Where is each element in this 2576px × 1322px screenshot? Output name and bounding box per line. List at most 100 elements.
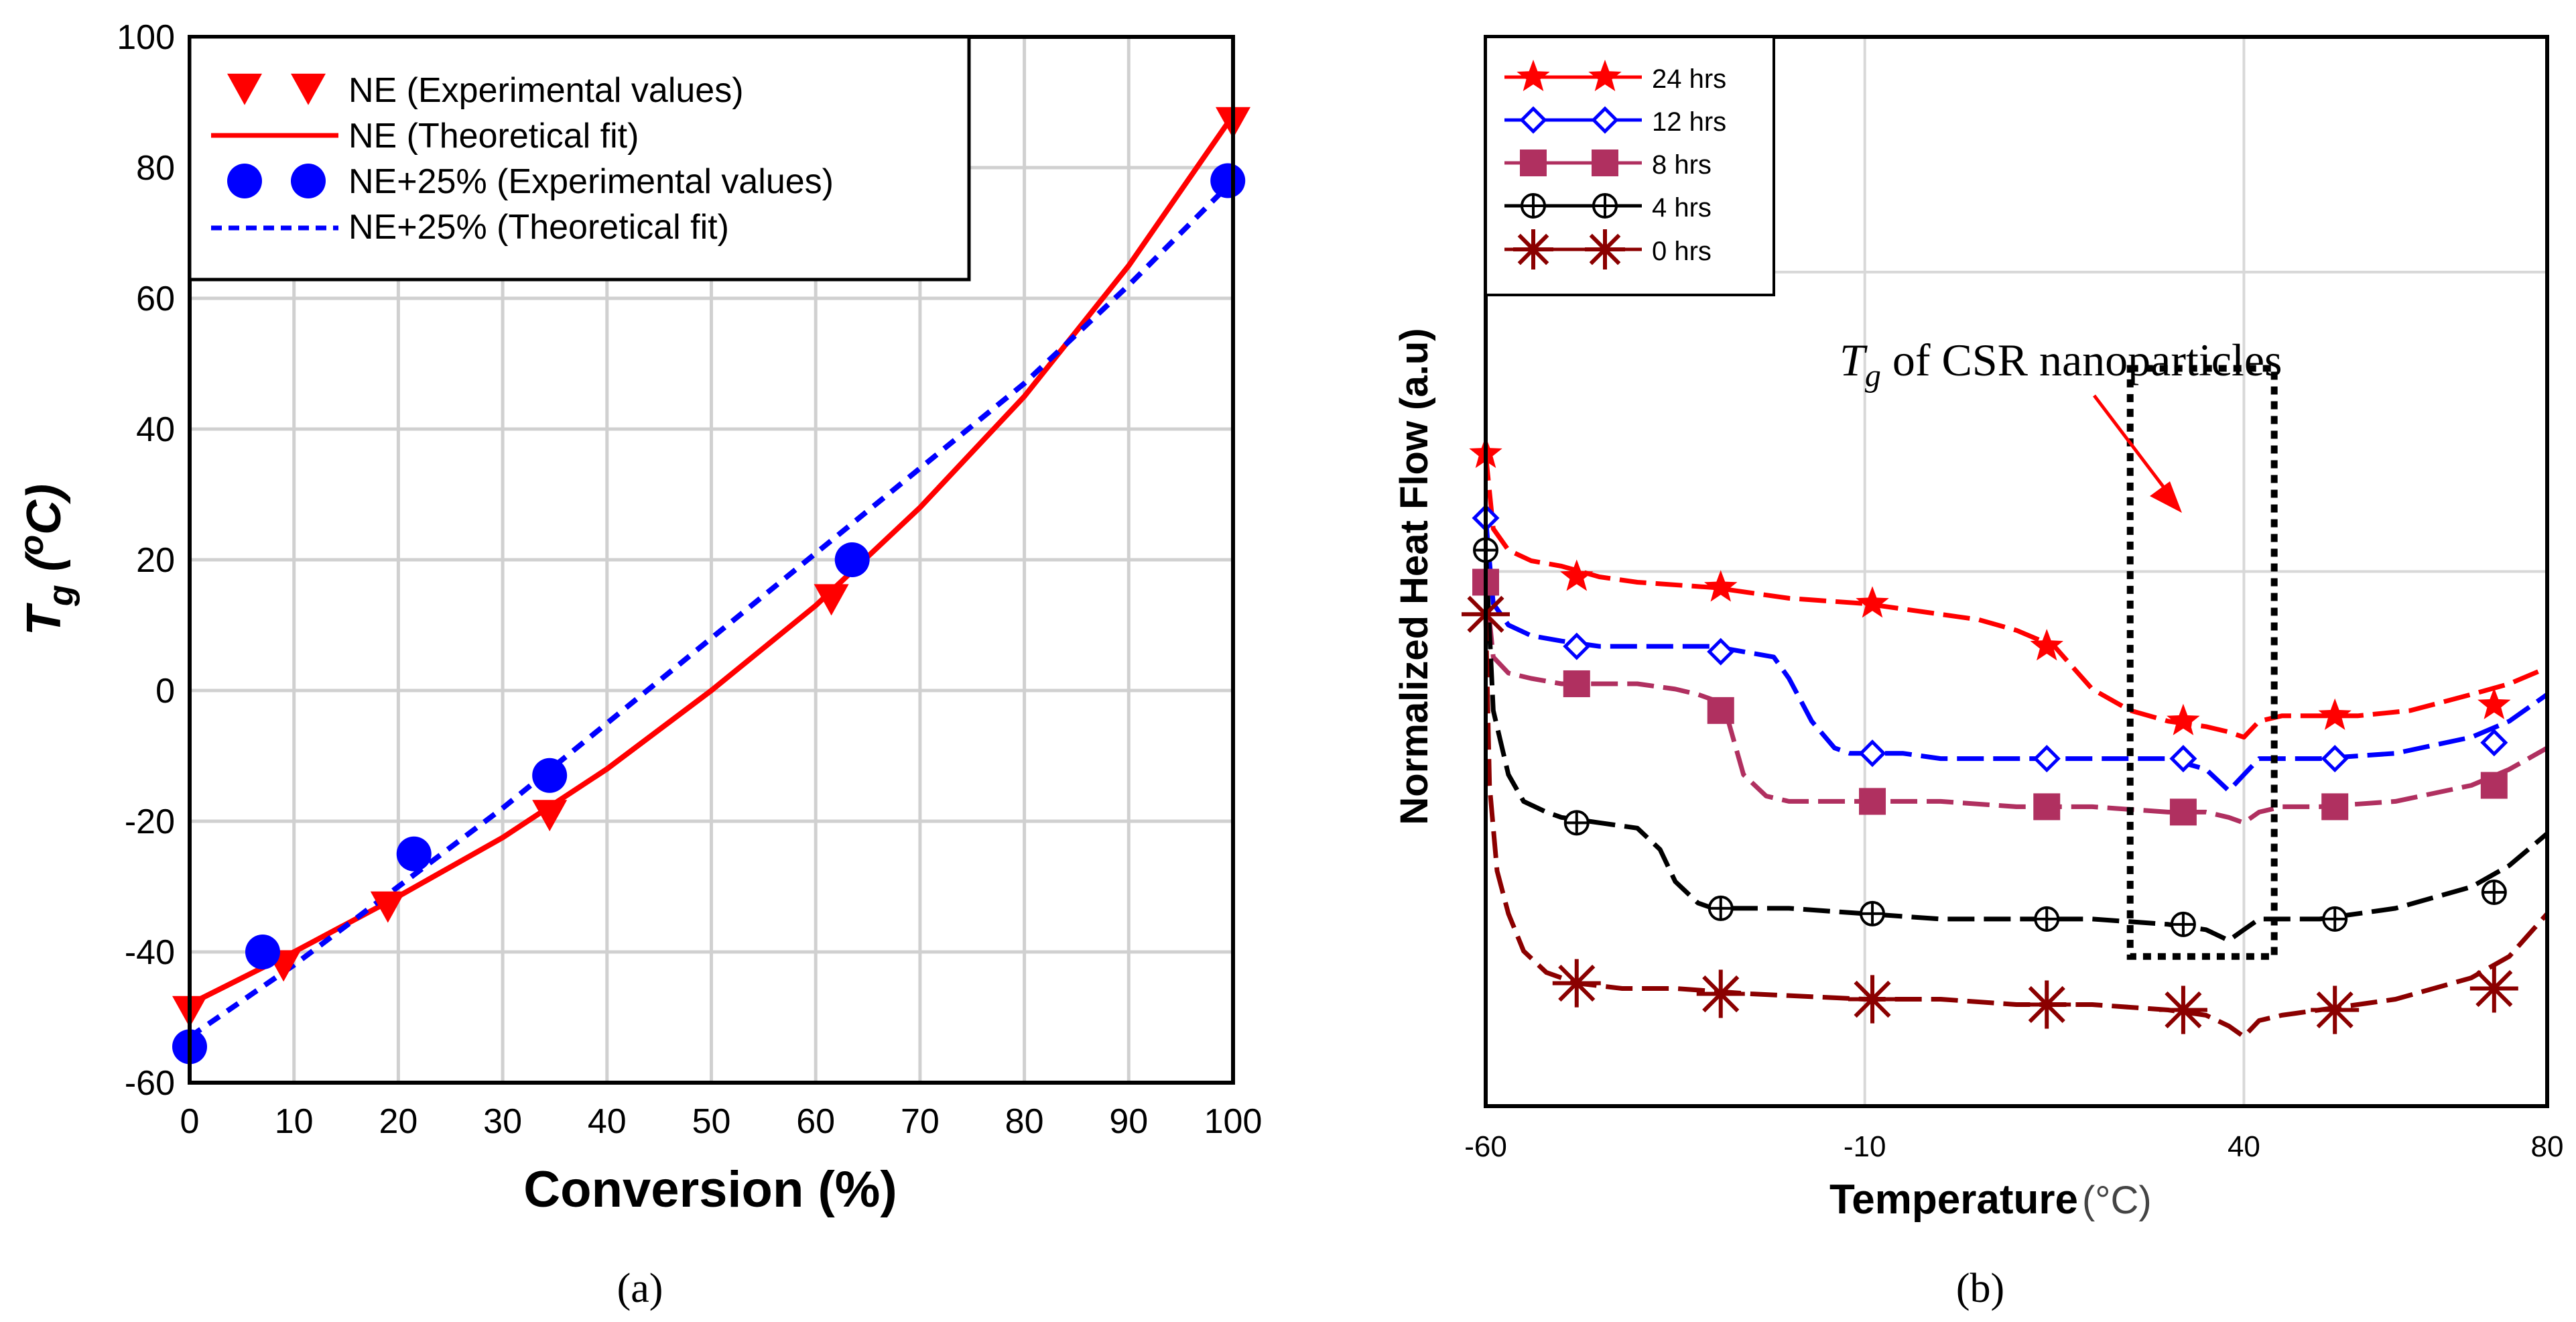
panel-a-ne25-experimental-point (1210, 163, 1246, 198)
panel-a-ne-experimental-point (370, 891, 405, 923)
panel-b-marker-4-hrs (1563, 810, 1590, 836)
panel-a-x-tick-label: 30 (483, 1102, 522, 1141)
tg-annotation-rest: of CSR nanoparticles (1881, 335, 2282, 385)
panel-a-x-tick-label: 50 (692, 1102, 731, 1141)
panel-a-legend-label-3: NE+25% (Experimental values) (348, 162, 834, 201)
panel-b-marker-12-hrs (1563, 632, 1591, 660)
panel-b-legend-symbols (1504, 60, 1642, 269)
panel-b-marker-0-hrs (2469, 964, 2518, 1013)
tg-annotation-sub: g (1865, 358, 1881, 394)
panel-a-y-tick-label: -20 (125, 802, 175, 841)
legend-b-square-icon (1592, 149, 1618, 176)
panel-a-x-tick-label: 90 (1109, 1102, 1148, 1141)
panel-b-y-axis-label: Normalized Heat Flow (a.u) (1393, 328, 1436, 825)
panel-a-x-tick-label: 60 (796, 1102, 835, 1141)
panel-b-marker-0-hrs (1848, 975, 1897, 1024)
panel-b-marker-4-hrs (1860, 900, 1886, 926)
panel-b-marker-0-hrs (2159, 985, 2207, 1034)
panel-b-marker-0-hrs-spoke (2165, 991, 2202, 1029)
panel-b-marker-24-hrs (1560, 559, 1594, 591)
panel-a-legend-label-2: NE (Theoretical fit) (348, 117, 639, 156)
panel-b-marker-8-hrs (2033, 793, 2061, 821)
panel-b-legend: 24 hrs 12 hrs 8 hrs 4 hrs 0 hrs (1484, 36, 1775, 296)
panel-b-marker-24-hrs (1704, 570, 1738, 602)
panel-b-curve-8-hrs (1483, 582, 2549, 825)
panel-b-x-label-unit: (°C) (2082, 1179, 2152, 1222)
panel-b-marker-24-hrs (2318, 698, 2352, 730)
legend-a-circle-icon (291, 164, 326, 198)
panel-b-marker-24-hrs (2030, 629, 2063, 661)
tg-annotation-arrowhead (2150, 481, 2182, 513)
panel-a-x-tick-label: 10 (275, 1102, 314, 1141)
panel-a-y-axis-label: Tg (oC) (13, 484, 80, 636)
panel-a-ne25-experimental-point (245, 935, 280, 969)
panel-a-x-tick-label: 80 (1005, 1102, 1044, 1141)
tg-annotation-t: T (1840, 335, 1868, 385)
panel-b-marker-12-hrs (1707, 638, 1735, 666)
panel-a-y-label-close: C) (17, 484, 71, 535)
panel-b-marker-12-hrs (1858, 739, 1886, 768)
panel-b-marker-12-hrs (2169, 745, 2197, 773)
panel-a-y-label-sub: g (42, 585, 80, 607)
legend-b-asterisk-icon (1513, 229, 1553, 269)
panel-b-marker-0-hrs-spoke (2316, 991, 2354, 1029)
tg-annotation-text: Tg of CSR nanoparticles (1840, 335, 2282, 394)
panel-b-x-tick-label: 40 (2228, 1130, 2260, 1163)
panel-a-x-tick-label: 100 (1204, 1102, 1263, 1141)
panel-a-series (172, 107, 1250, 1065)
panel-b-marker-4-hrs (2034, 906, 2060, 932)
panel-a-y-tick-label: 100 (117, 18, 175, 57)
panel-b-marker-8-hrs (2321, 793, 2349, 821)
legend-b-square-icon (1520, 149, 1547, 176)
panel-a-y-label-sup: o (13, 535, 50, 556)
panel-b-marker-0-hrs (1696, 969, 1745, 1018)
panel-b-tick-labels: -60 -10 40 80 (1464, 1130, 2563, 1163)
panel-b-marker-24-hrs (2167, 703, 2200, 735)
panel-b-marker-4-hrs (1708, 895, 1734, 921)
panel-b-chart: -60 -10 40 80 Normalized Heat Flow (a.u) Te… (1393, 35, 2563, 1311)
panel-a-legend-label-4: NE+25% (Theoretical fit) (348, 208, 729, 247)
panel-a-x-tick-label: 0 (180, 1102, 200, 1141)
panel-b-curve-24-hrs (1483, 453, 2549, 740)
panel-b-marker-0-hrs (1552, 959, 1601, 1008)
panel-b-legend-label-5: 0 hrs (1652, 237, 1712, 266)
panel-b-marker-4-hrs (2322, 906, 2348, 932)
panel-b-legend-label-2: 12 hrs (1652, 107, 1726, 137)
panel-a-y-tick-label: 60 (136, 280, 175, 318)
panel-a-y-label-open: ( (17, 550, 71, 585)
panel-b-marker-4-hrs (2170, 911, 2196, 937)
legend-b-asterisk-icon (1585, 229, 1625, 269)
legend-b-star-icon (1588, 60, 1622, 91)
panel-a-ne25-experimental-point (834, 542, 870, 577)
panel-b-marker-8-hrs (2169, 798, 2197, 826)
panel-b-caption: (b) (1956, 1266, 2004, 1311)
panel-b-marker-8-hrs (2480, 772, 2508, 799)
panel-a-y-tick-label: 80 (136, 149, 175, 188)
panel-a-caption: (a) (617, 1266, 663, 1311)
panel-b-marker-24-hrs (1856, 586, 1889, 618)
panel-b-marker-12-hrs (2033, 745, 2061, 773)
panel-b-x-label-main: Temperature (1829, 1177, 2078, 1223)
panel-b-plot-frame (1484, 35, 2549, 1108)
legend-a-triangle-icon (291, 73, 326, 105)
panel-a-x-tick-label: 70 (901, 1102, 940, 1141)
panel-a-y-tick-label: 20 (136, 541, 175, 580)
panel-b-curve-4-hrs (1483, 550, 2549, 943)
panel-b-marker-8-hrs (1563, 670, 1590, 697)
tg-annotation-arrow-line (2093, 394, 2169, 494)
panel-b-marker-0-hrs (2311, 985, 2360, 1034)
panel-b-legend-label-1: 24 hrs (1652, 64, 1726, 94)
legend-b-star-icon (1517, 60, 1550, 91)
panel-b-marker-0-hrs-spoke (1702, 975, 1740, 1013)
panel-a-legend: NE (Experimental values) NE (Theoretical… (188, 35, 971, 282)
panel-b-curve-0-hrs (1483, 614, 2549, 1039)
tg-highlight-box (2126, 365, 2278, 960)
panel-a-line-ne25-fit (188, 178, 1235, 1040)
panel-a-ne25-experimental-point (396, 836, 432, 872)
panel-a-x-tick-label: 20 (379, 1102, 417, 1141)
panel-b-x-tick-label: 80 (2531, 1130, 2564, 1163)
panel-b-marker-0-hrs-spoke (1558, 964, 1596, 1002)
panel-b-x-axis-label: Temperature (°C) (1829, 1177, 2152, 1223)
legend-b-diamond-open-icon (1591, 106, 1619, 134)
